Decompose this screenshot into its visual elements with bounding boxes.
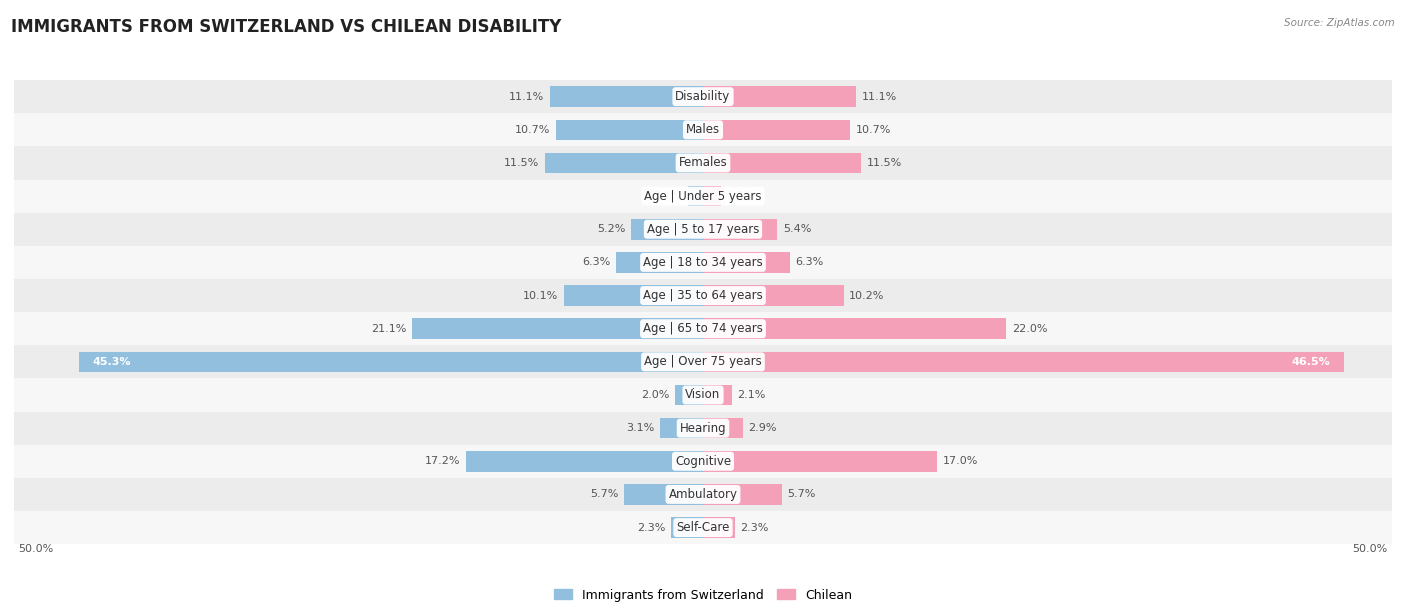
Bar bbox=[703, 451, 938, 472]
Text: 2.3%: 2.3% bbox=[740, 523, 769, 532]
Bar bbox=[703, 186, 721, 206]
Text: 11.5%: 11.5% bbox=[868, 158, 903, 168]
Text: Source: ZipAtlas.com: Source: ZipAtlas.com bbox=[1284, 18, 1395, 28]
Text: 5.2%: 5.2% bbox=[598, 224, 626, 234]
Text: 10.7%: 10.7% bbox=[515, 125, 550, 135]
Text: Ambulatory: Ambulatory bbox=[668, 488, 738, 501]
Text: Disability: Disability bbox=[675, 90, 731, 103]
Bar bbox=[703, 517, 735, 538]
Text: 50.0%: 50.0% bbox=[18, 544, 53, 554]
Bar bbox=[703, 285, 844, 306]
Legend: Immigrants from Switzerland, Chilean: Immigrants from Switzerland, Chilean bbox=[548, 584, 858, 606]
Bar bbox=[14, 378, 1392, 411]
Bar bbox=[703, 219, 778, 239]
Text: Vision: Vision bbox=[685, 389, 721, 401]
Text: 10.1%: 10.1% bbox=[523, 291, 558, 300]
Bar bbox=[14, 411, 1392, 445]
Bar bbox=[675, 385, 703, 405]
Bar bbox=[631, 219, 703, 239]
Text: 1.1%: 1.1% bbox=[654, 191, 682, 201]
Text: 21.1%: 21.1% bbox=[371, 324, 406, 334]
Text: Hearing: Hearing bbox=[679, 422, 727, 435]
Bar bbox=[465, 451, 703, 472]
Text: 11.1%: 11.1% bbox=[862, 92, 897, 102]
Bar bbox=[703, 351, 1344, 372]
Text: 3.1%: 3.1% bbox=[627, 423, 655, 433]
Text: 2.1%: 2.1% bbox=[738, 390, 766, 400]
Text: Age | Under 5 years: Age | Under 5 years bbox=[644, 190, 762, 203]
Bar bbox=[14, 146, 1392, 179]
Bar bbox=[703, 385, 733, 405]
Bar bbox=[703, 152, 862, 173]
Bar bbox=[14, 312, 1392, 345]
Bar bbox=[14, 345, 1392, 378]
Bar bbox=[624, 484, 703, 505]
Text: Cognitive: Cognitive bbox=[675, 455, 731, 468]
Bar bbox=[14, 113, 1392, 146]
Text: Age | Over 75 years: Age | Over 75 years bbox=[644, 356, 762, 368]
Bar bbox=[555, 119, 703, 140]
Bar bbox=[703, 252, 790, 273]
Text: 50.0%: 50.0% bbox=[1353, 544, 1388, 554]
Bar bbox=[544, 152, 703, 173]
Text: 2.0%: 2.0% bbox=[641, 390, 669, 400]
Bar bbox=[688, 186, 703, 206]
Bar bbox=[14, 80, 1392, 113]
Bar bbox=[14, 445, 1392, 478]
Text: 6.3%: 6.3% bbox=[582, 258, 610, 267]
Bar bbox=[703, 318, 1007, 339]
Text: 11.5%: 11.5% bbox=[503, 158, 538, 168]
Text: Age | 18 to 34 years: Age | 18 to 34 years bbox=[643, 256, 763, 269]
Text: 2.3%: 2.3% bbox=[637, 523, 666, 532]
Bar bbox=[550, 86, 703, 107]
Bar bbox=[14, 212, 1392, 246]
Text: 1.3%: 1.3% bbox=[727, 191, 755, 201]
Text: 22.0%: 22.0% bbox=[1012, 324, 1047, 334]
Text: 10.2%: 10.2% bbox=[849, 291, 884, 300]
Text: 46.5%: 46.5% bbox=[1291, 357, 1330, 367]
Bar bbox=[671, 517, 703, 538]
Bar bbox=[79, 351, 703, 372]
Bar bbox=[14, 279, 1392, 312]
Bar bbox=[703, 86, 856, 107]
Text: IMMIGRANTS FROM SWITZERLAND VS CHILEAN DISABILITY: IMMIGRANTS FROM SWITZERLAND VS CHILEAN D… bbox=[11, 18, 561, 36]
Text: 6.3%: 6.3% bbox=[796, 258, 824, 267]
Bar bbox=[564, 285, 703, 306]
Text: Age | 5 to 17 years: Age | 5 to 17 years bbox=[647, 223, 759, 236]
Bar bbox=[703, 119, 851, 140]
Bar bbox=[14, 511, 1392, 544]
Text: Males: Males bbox=[686, 123, 720, 136]
Text: 2.9%: 2.9% bbox=[748, 423, 778, 433]
Text: Females: Females bbox=[679, 157, 727, 170]
Bar bbox=[703, 418, 742, 438]
Bar bbox=[661, 418, 703, 438]
Text: Age | 65 to 74 years: Age | 65 to 74 years bbox=[643, 322, 763, 335]
Text: 10.7%: 10.7% bbox=[856, 125, 891, 135]
Text: 45.3%: 45.3% bbox=[93, 357, 131, 367]
Text: Self-Care: Self-Care bbox=[676, 521, 730, 534]
Bar bbox=[703, 484, 782, 505]
Text: 11.1%: 11.1% bbox=[509, 92, 544, 102]
Text: 5.7%: 5.7% bbox=[591, 490, 619, 499]
Text: 5.7%: 5.7% bbox=[787, 490, 815, 499]
Bar bbox=[412, 318, 703, 339]
Bar bbox=[14, 478, 1392, 511]
Text: 17.0%: 17.0% bbox=[943, 457, 979, 466]
Text: 5.4%: 5.4% bbox=[783, 224, 811, 234]
Bar bbox=[14, 246, 1392, 279]
Bar bbox=[14, 179, 1392, 212]
Bar bbox=[616, 252, 703, 273]
Text: Age | 35 to 64 years: Age | 35 to 64 years bbox=[643, 289, 763, 302]
Text: 17.2%: 17.2% bbox=[425, 457, 461, 466]
